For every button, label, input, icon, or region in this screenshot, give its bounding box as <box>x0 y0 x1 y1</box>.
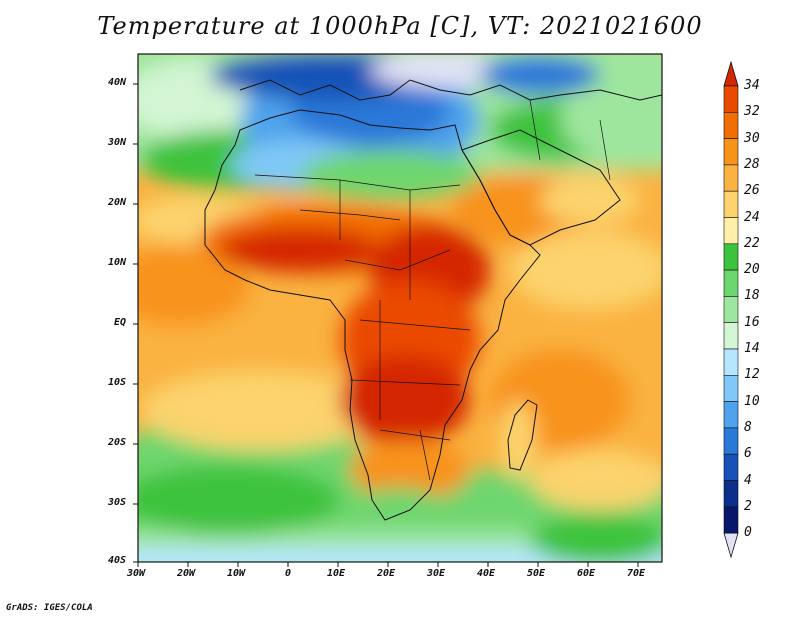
colorbar-segment <box>723 480 739 508</box>
colorbar-label: 12 <box>744 367 760 383</box>
madagascar-outline <box>507 399 538 471</box>
country-borders <box>254 99 611 481</box>
x-tick-label: 50E <box>527 568 546 579</box>
y-tick-label: 20N <box>108 197 127 208</box>
colorbar-segment <box>723 217 739 245</box>
x-tick-label: 20E <box>377 568 396 579</box>
y-tick-label: 10N <box>108 257 127 268</box>
colorbar-label: 10 <box>744 393 760 409</box>
y-tick-label: 40N <box>108 77 127 88</box>
colorbar-label: 14 <box>744 341 760 356</box>
tick-marks <box>133 83 639 567</box>
colorbar-segment <box>723 85 739 113</box>
europe-coast <box>239 79 662 101</box>
colorbar-label: 32 <box>744 104 760 120</box>
y-tick-label: 40S <box>108 555 127 566</box>
chart-title: Temperature at 1000hPa [C], VT: 20210216… <box>97 12 703 40</box>
arabia-outline <box>461 129 621 246</box>
y-tick-label: 30S <box>108 497 127 508</box>
colorbar-label: 28 <box>744 156 760 172</box>
africa-coastline <box>204 109 541 521</box>
colorbar-segment <box>723 322 739 350</box>
x-tick-label: 30W <box>127 568 146 579</box>
x-tick-label: 30E <box>427 568 446 579</box>
coastlines <box>204 79 662 521</box>
colorbar-label: 6 <box>744 446 752 462</box>
colorbar-segment <box>723 138 739 166</box>
colorbar-segment <box>723 374 739 402</box>
colorbar-bottom-arrow <box>723 532 739 559</box>
x-tick-label: 20W <box>177 568 196 579</box>
colorbar-label: 20 <box>744 262 760 278</box>
x-tick-label: 70E <box>627 568 646 579</box>
temperature-field <box>138 54 662 562</box>
colorbar <box>723 60 739 559</box>
colorbar-segment <box>723 112 739 139</box>
colorbar-segment <box>723 427 739 455</box>
colorbar-segment <box>723 296 739 323</box>
grads-credit: GrADS: IGES/COLA <box>6 603 93 613</box>
colorbar-segment <box>723 348 739 376</box>
y-tick-label: 20S <box>108 437 127 448</box>
colorbar-top-arrow <box>723 60 739 87</box>
x-tick-label: 10W <box>227 568 246 579</box>
colorbar-label: 34 <box>744 78 760 93</box>
y-tick-label: 10S <box>108 377 127 388</box>
colorbar-label: 18 <box>744 288 760 304</box>
plot-frame <box>137 53 663 563</box>
x-tick-label: 10E <box>327 568 346 579</box>
colorbar-label: 16 <box>744 314 760 330</box>
colorbar-label: 24 <box>744 209 760 225</box>
x-tick-label: 0 <box>285 568 292 579</box>
colorbar-label: 26 <box>744 183 760 199</box>
colorbar-segment <box>723 506 739 534</box>
colorbar-label: 30 <box>744 130 760 146</box>
x-tick-label: 40E <box>477 568 496 579</box>
y-tick-label: 30N <box>108 137 127 148</box>
x-tick-label: 60E <box>577 568 596 579</box>
colorbar-label: 8 <box>744 419 752 435</box>
colorbar-segment <box>723 243 739 271</box>
colorbar-segment <box>723 164 739 192</box>
colorbar-segment <box>723 453 739 481</box>
colorbar-label: 22 <box>744 235 760 251</box>
y-tick-label: EQ <box>114 317 127 328</box>
colorbar-label: 0 <box>744 525 752 541</box>
colorbar-segment <box>723 190 739 218</box>
colorbar-label: 4 <box>744 472 752 488</box>
colorbar-segment <box>723 401 739 429</box>
colorbar-segment <box>723 269 739 297</box>
colorbar-label: 2 <box>744 498 752 514</box>
